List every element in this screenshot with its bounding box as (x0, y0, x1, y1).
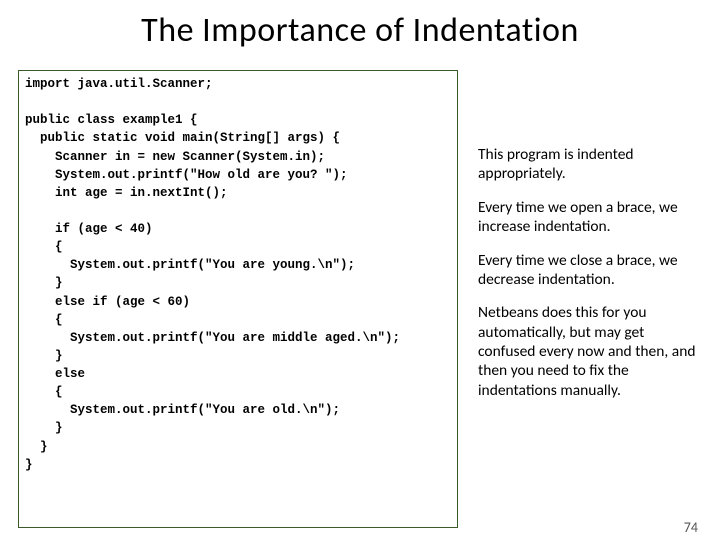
code-line: if (age < 40) (25, 222, 153, 236)
code-line: System.out.printf("You are young.\n"); (25, 258, 355, 272)
code-line: int age = in.nextInt(); (25, 186, 228, 200)
code-line: System.out.printf("You are old.\n"); (25, 403, 340, 417)
code-line: import java.util.Scanner; (25, 77, 213, 91)
code-line: System.out.printf("You are middle aged.\… (25, 331, 400, 345)
code-line: System.out.printf("How old are you? "); (25, 168, 348, 182)
code-line: { (25, 385, 63, 399)
code-line: } (25, 440, 48, 454)
page-number: 74 (684, 519, 698, 536)
code-line: } (25, 276, 63, 290)
code-line: { (25, 313, 63, 327)
note-paragraph: This program is indented appropriately. (478, 145, 703, 184)
code-line: else (25, 367, 85, 381)
note-paragraph: Every time we open a brace, we increase … (478, 198, 703, 237)
slide: The Importance of Indentation import jav… (0, 10, 720, 540)
notes-panel: This program is indented appropriately. … (478, 145, 703, 414)
code-block: import java.util.Scanner; public class e… (18, 70, 458, 528)
code-line: } (25, 421, 63, 435)
code-line: public class example1 { (25, 113, 198, 127)
code-line: } (25, 349, 63, 363)
code-line: Scanner in = new Scanner(System.in); (25, 150, 325, 164)
note-paragraph: Every time we close a brace, we decrease… (478, 251, 703, 290)
code-line: } (25, 458, 33, 472)
slide-title: The Importance of Indentation (0, 10, 720, 51)
code-line: { (25, 240, 63, 254)
note-paragraph: Netbeans does this for you automatically… (478, 303, 703, 400)
code-line: else if (age < 60) (25, 295, 190, 309)
code-line: public static void main(String[] args) { (25, 131, 340, 145)
